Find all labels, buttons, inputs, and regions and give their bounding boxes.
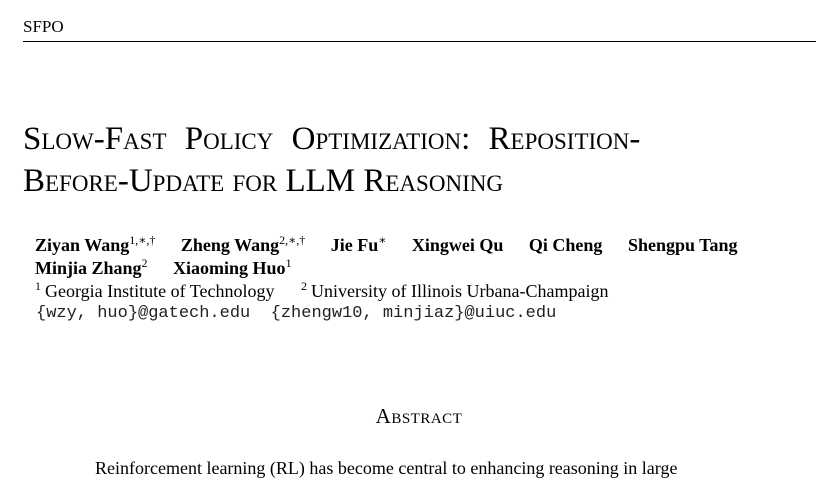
author-name: Zheng Wang [180, 235, 280, 255]
author-name: Shengpu Tang [627, 235, 738, 255]
author: Minjia Zhang2 [35, 257, 148, 280]
author-marks: 1 [285, 256, 292, 270]
author-name: Xingwei Qu [411, 235, 504, 255]
author: Jie Fu∗ [331, 234, 387, 257]
author: Xingwei Qu [412, 234, 504, 257]
author-marks: 2,∗,† [279, 233, 306, 247]
author-row-1: Ziyan Wang1,∗,† Zheng Wang2,∗,† Jie Fu∗ … [35, 234, 825, 257]
author-row-2: Minjia Zhang2 Xiaoming Huo1 [35, 257, 825, 280]
affiliation-name: Georgia Institute of Technology [45, 281, 275, 301]
author: Ziyan Wang1,∗,† [35, 234, 155, 257]
title-line-2: Before-Update for LLM Reasoning [23, 163, 503, 199]
author-name: Jie Fu [330, 235, 379, 255]
author: Shengpu Tang [628, 234, 738, 257]
author: Xiaoming Huo1 [173, 257, 292, 280]
author-name: Ziyan Wang [35, 235, 130, 255]
affiliation-name: University of Illinois Urbana-Champaign [311, 281, 609, 301]
affiliation-list: 1 Georgia Institute of Technology 2 Univer… [35, 280, 608, 302]
author: Zheng Wang2,∗,† [181, 234, 305, 257]
affiliation-mark: 1 [35, 279, 41, 293]
affiliation-mark: 2 [301, 279, 308, 293]
author-marks: 1,∗,† [129, 233, 156, 247]
affiliation: 1 Georgia Institute of Technology [35, 280, 275, 302]
author-marks: ∗ [378, 233, 387, 247]
title-line-1: Slow-Fast Policy Optimization: Repositio… [23, 121, 641, 157]
author: Qi Cheng [529, 234, 603, 257]
abstract-body: Reinforcement learning (RL) has become c… [95, 458, 678, 478]
paper-title: Slow-Fast Policy Optimization: Repositio… [23, 118, 823, 202]
author-name: Xiaoming Huo [173, 258, 286, 278]
author-list: Ziyan Wang1,∗,† Zheng Wang2,∗,† Jie Fu∗ … [35, 234, 825, 280]
header-divider [23, 41, 816, 42]
affiliation: 2 University of Illinois Urbana-Champaign [301, 280, 608, 302]
author-marks: 2 [141, 256, 148, 270]
running-header: SFPO [23, 17, 64, 36]
author-name: Qi Cheng [528, 235, 603, 255]
abstract-heading: Abstract [375, 404, 463, 428]
author-emails: {wzy, huo}@gatech.edu {zhengw10, minjiaz… [36, 304, 557, 323]
author-name: Minjia Zhang [35, 258, 142, 278]
